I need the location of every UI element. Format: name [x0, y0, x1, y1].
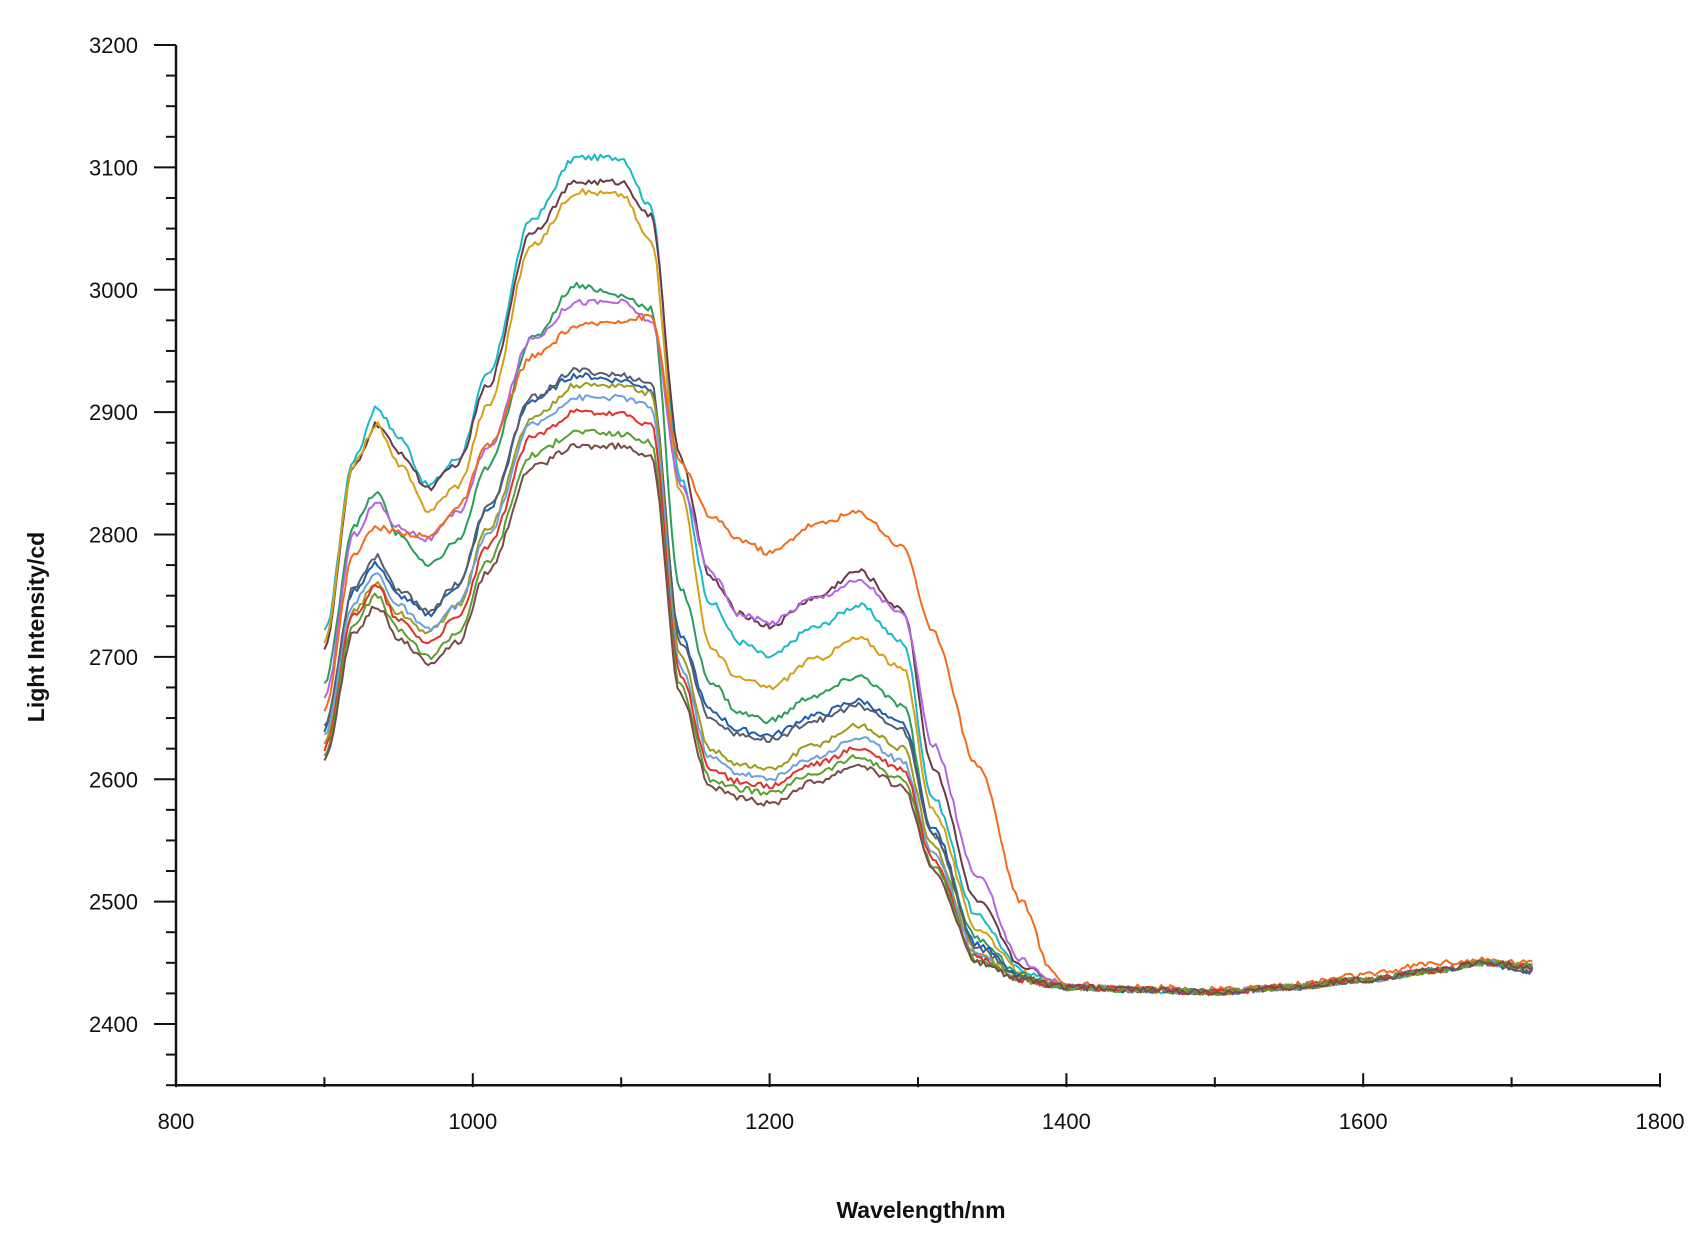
y-tick-label: 2400: [89, 1012, 138, 1037]
x-tick-label: 1200: [745, 1109, 794, 1134]
series-line: [323, 153, 1534, 996]
series-line: [323, 442, 1533, 996]
x-tick-label: 1000: [448, 1109, 497, 1134]
y-tick-label: 3000: [89, 278, 138, 303]
series-line: [323, 428, 1534, 997]
series-line: [324, 393, 1534, 996]
series-line: [323, 366, 1534, 996]
series-line: [323, 381, 1533, 996]
y-tick-label: 2500: [89, 890, 138, 915]
series-line: [323, 178, 1533, 996]
axes-layer: [174, 45, 1660, 1087]
series-line: [323, 298, 1534, 996]
x-tick-label: 1400: [1042, 1109, 1091, 1134]
x-axis-title: Wavelength/nm: [836, 1197, 1005, 1223]
series-line: [323, 281, 1533, 996]
y-tick-label: 3200: [89, 33, 138, 58]
y-tick-label: 2700: [89, 645, 138, 670]
y-tick-label: 3100: [89, 155, 138, 180]
series-layer: [323, 153, 1534, 997]
x-tick-label: 800: [158, 1109, 195, 1134]
series-line: [323, 313, 1533, 993]
y-tick-label: 2600: [89, 767, 138, 792]
y-tick-label: 2900: [89, 400, 138, 425]
y-axis-title: Light Intensity/cd: [23, 532, 49, 722]
x-tick-label: 1800: [1636, 1109, 1685, 1134]
series-line: [323, 188, 1534, 996]
x-tick-label: 1600: [1339, 1109, 1388, 1134]
y-tick-label: 2800: [89, 523, 138, 548]
ticks-layer: 2400 2500 2600 2700 2800 2900 3000 3100 3200 800 1…: [89, 33, 1684, 1134]
